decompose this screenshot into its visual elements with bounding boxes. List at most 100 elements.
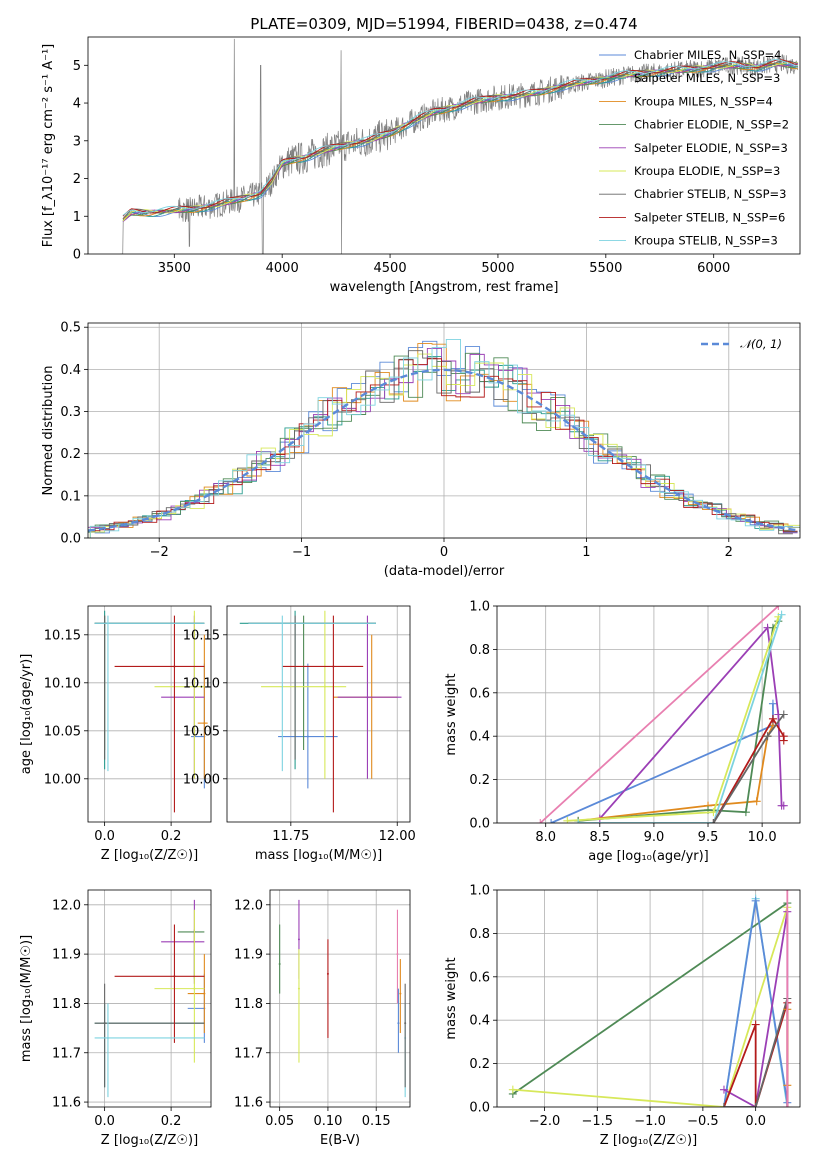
weight-marker xyxy=(709,819,718,823)
weight-marker xyxy=(547,819,556,823)
y-tick-label: 10.10 xyxy=(44,676,81,691)
residual-histogram-chabrier-stelib xyxy=(88,350,793,535)
mass-vs-ebv-plot-area xyxy=(278,899,407,1098)
y-tick-label: 11.8 xyxy=(52,997,81,1012)
y-tick-label: 0.2 xyxy=(469,773,490,788)
weight-line xyxy=(712,713,785,823)
legend-entry: Chabrier STELIB, N_SSP=3 xyxy=(634,187,786,201)
mass-weight-vs-age-chart: 8.0 8.5 9.0 9.5 10.0 0.0 0.2 0.4 0.6 0.8 1.0 age [l… xyxy=(444,600,801,864)
y-tick-label: 10.15 xyxy=(183,628,220,643)
mass-weight-vs-age-frame xyxy=(496,605,801,824)
legend-entry: Kroupa ELODIE, N_SSP=3 xyxy=(634,164,780,178)
y-tick-label: 10.00 xyxy=(183,772,220,787)
data-point xyxy=(203,722,206,725)
weight-marker xyxy=(751,1103,760,1107)
weight-line xyxy=(578,620,780,822)
figure-title: PLATE=0309, MJD=51994, FIBERID=0438, z=0… xyxy=(250,15,637,33)
x-tick-label: 0.0 xyxy=(745,1114,766,1129)
mass-vs-Z-plot-area xyxy=(94,899,206,1098)
x-tick-label: 10.0 xyxy=(748,830,777,845)
age-vs-mass-plot-area xyxy=(239,610,402,813)
y-tick-label: 11.7 xyxy=(52,1046,81,1061)
y-tick-label: 0.8 xyxy=(469,643,490,658)
y-tick-label: 1 xyxy=(73,210,81,225)
weight-marker xyxy=(783,890,792,894)
data-point xyxy=(278,962,281,965)
weight-marker xyxy=(563,816,572,823)
mass-vs-ebv-frame xyxy=(269,889,411,1108)
x-tick-label: 0.0 xyxy=(94,1114,115,1129)
x-tick-label: 0.05 xyxy=(265,1114,294,1129)
y-tick-label: 4 xyxy=(73,97,81,112)
x-tick-label: 5500 xyxy=(589,261,622,276)
y-tick-label: 0.5 xyxy=(60,321,81,336)
data-point xyxy=(396,953,399,956)
legend-entry: Salpeter ELODIE, N_SSP=3 xyxy=(634,141,788,155)
weight-marker xyxy=(783,1103,792,1107)
legend-entry: 𝒩(0, 1) xyxy=(740,337,782,351)
data-point xyxy=(404,1022,407,1025)
y-axis-label: age [log₁₀(age/yr)] xyxy=(19,654,34,775)
data-point xyxy=(106,622,109,625)
weight-line xyxy=(578,614,783,823)
mass-weight-vs-Z-plot-area xyxy=(508,890,792,1107)
y-tick-label: 0.1 xyxy=(60,489,81,504)
mass-weight-vs-Z-chart: −2.0 −1.5 −1.0 −0.5 0.0 0.0 0.2 0.4 0.6 0.8 1.0 Z [… xyxy=(444,884,801,1148)
x-tick-label: 0.10 xyxy=(313,1114,342,1129)
weight-marker xyxy=(752,797,761,806)
x-tick-label: 5000 xyxy=(481,261,514,276)
y-axis-label: Normed distribution xyxy=(41,366,56,496)
x-axis-label: age [log₁₀(age/yr)] xyxy=(588,849,709,864)
weight-line xyxy=(723,998,789,1107)
x-axis-label: (data-model)/error xyxy=(384,564,505,579)
residual-histogram-salpeter-stelib xyxy=(88,358,798,532)
y-tick-label: 12.0 xyxy=(52,898,81,913)
x-axis-label: Z [log₁₀(Z/Z☉)] xyxy=(101,1133,198,1148)
mass-vs-Z-chart: 0.0 0.2 11.6 11.7 11.8 11.9 12.0 Z [log₁₀(Z/Z☉)… xyxy=(19,889,212,1148)
y-tick-label: 11.9 xyxy=(234,948,263,963)
weight-line xyxy=(550,703,774,823)
x-tick-label: 0.0 xyxy=(94,829,115,844)
spectrum-frame xyxy=(87,36,801,255)
y-axis-label: mass [log₁₀(M/M☉)] xyxy=(19,935,34,1062)
weight-marker xyxy=(779,736,788,745)
x-tick-label: 9.5 xyxy=(698,830,719,845)
y-tick-label: 0.0 xyxy=(60,532,81,547)
weight-marker xyxy=(741,808,750,817)
x-tick-label: 2 xyxy=(725,545,733,560)
weight-marker xyxy=(777,610,786,619)
x-tick-label: 0.2 xyxy=(161,829,182,844)
legend-entry: Kroupa MILES, N_SSP=4 xyxy=(634,94,773,108)
y-axis-label: mass weight xyxy=(444,957,459,1039)
y-tick-label: 0.4 xyxy=(469,730,490,745)
y-tick-label: 2 xyxy=(73,172,81,187)
normal-curve xyxy=(88,368,800,532)
x-tick-label: 8.5 xyxy=(589,830,610,845)
weight-marker xyxy=(763,732,772,741)
weight-line xyxy=(512,902,788,1095)
weight-marker xyxy=(719,1103,728,1107)
data-point xyxy=(397,1022,400,1025)
x-axis-label: Z [log₁₀(Z/Z☉)] xyxy=(600,1133,697,1148)
x-tick-label: 11.75 xyxy=(272,829,309,844)
data-point xyxy=(173,665,176,668)
weight-marker xyxy=(779,801,788,810)
mass-weight-vs-Z-frame xyxy=(496,889,801,1108)
mass-vs-ebv-chart: 0.05 0.10 0.15 11.6 11.7 11.8 11.9 12.0 E(B-V) xyxy=(234,889,411,1148)
y-tick-label: 0 xyxy=(73,248,81,263)
spectrum-legend: Chabrier MILES, N_SSP=4 Salpeter MILES, N… xyxy=(599,48,789,248)
age-vs-mass-chart: 11.75 12.00 10.00 10.05 10.10 10.15 mass [log₁… xyxy=(183,605,416,863)
y-tick-label: 0.2 xyxy=(60,447,81,462)
residual-distribution-chart: −2 −1 0 1 2 0.0 0.1 0.2 0.3 0.4 0.5 (data-model)/er… xyxy=(41,321,801,579)
y-tick-label: 10.05 xyxy=(44,724,81,739)
y-tick-label: 10.00 xyxy=(44,772,81,787)
data-point xyxy=(297,987,300,990)
weight-marker xyxy=(751,896,760,905)
weight-line xyxy=(539,606,779,823)
weight-marker xyxy=(719,1085,728,1094)
y-tick-label: 1.0 xyxy=(469,884,490,899)
x-tick-label: 0.15 xyxy=(362,1114,391,1129)
data-point xyxy=(203,992,206,995)
weight-marker xyxy=(574,819,583,823)
x-tick-label: 9.0 xyxy=(644,830,665,845)
